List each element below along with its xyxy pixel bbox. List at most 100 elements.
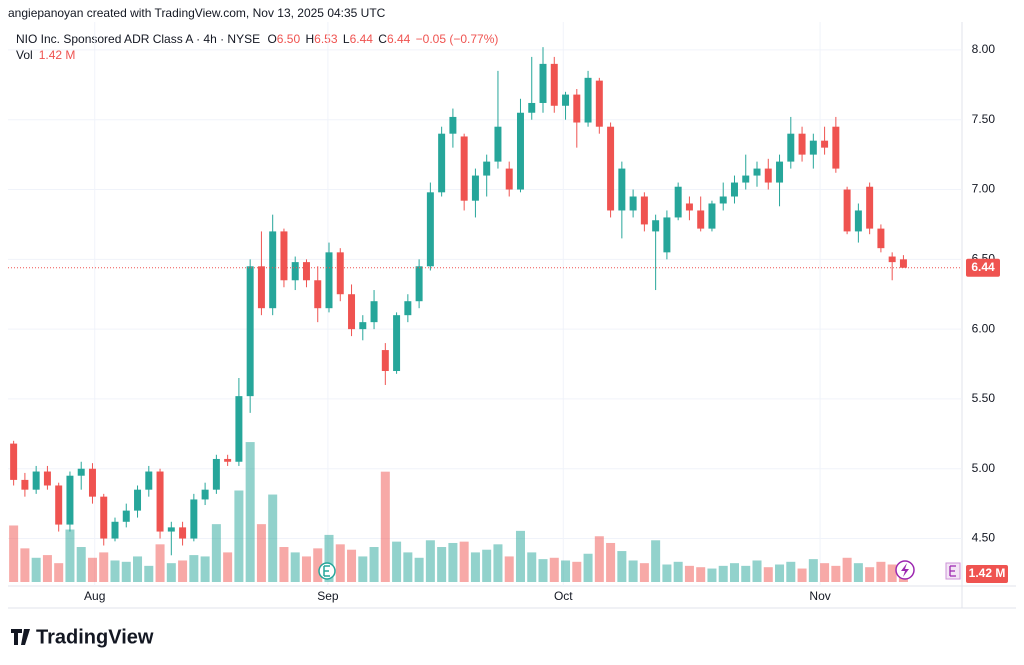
- volume-bar: [31, 557, 41, 582]
- candle-body: [246, 266, 254, 397]
- candle-body: [314, 280, 322, 309]
- volume-bar: [606, 542, 616, 582]
- y-tick-label: 7.50: [972, 112, 996, 126]
- candle-body: [685, 203, 693, 211]
- volume-bar: [831, 565, 841, 582]
- brand-logo: [11, 629, 30, 645]
- o-value: 6.50: [277, 32, 301, 46]
- y-tick-label: 5.00: [972, 461, 996, 475]
- h-label: H: [306, 32, 315, 46]
- volume-bar: [99, 552, 109, 582]
- candle-body: [550, 63, 558, 106]
- candle-body: [607, 126, 615, 211]
- volume-bar: [347, 549, 357, 582]
- symbol: NIO Inc. Sponsored ADR Class A · 4h · NY…: [16, 32, 260, 46]
- last-price-label: 6.44: [971, 260, 995, 274]
- candle-body: [10, 443, 18, 480]
- volume-bar: [853, 563, 863, 582]
- volume-bar: [144, 565, 154, 582]
- vol-value: 1.42 M: [39, 48, 76, 62]
- volume-bar: [65, 529, 75, 582]
- candle-body: [100, 496, 108, 539]
- volume-bar: [369, 547, 379, 582]
- candle-body: [381, 350, 389, 372]
- volume-bar: [121, 561, 131, 582]
- candle-body: [426, 192, 434, 267]
- candle-body: [494, 126, 502, 162]
- x-tick-label: Sep: [317, 589, 339, 603]
- volume-bar: [403, 552, 413, 582]
- volume-bar: [425, 540, 435, 582]
- candle-body: [742, 175, 750, 183]
- candle-body: [21, 479, 29, 490]
- candle-body: [505, 168, 513, 190]
- volume-bar: [200, 556, 210, 582]
- volume-bar: [459, 541, 469, 582]
- candle-body: [764, 168, 772, 183]
- candle-body: [224, 458, 232, 462]
- candle-body: [145, 471, 153, 490]
- candle-body: [483, 161, 491, 176]
- candle-body: [167, 527, 175, 532]
- candle-body: [573, 94, 581, 123]
- volume-bar: [358, 556, 368, 582]
- candle-body: [539, 63, 547, 103]
- candle-body: [348, 294, 356, 330]
- volume-bar: [515, 530, 525, 582]
- volume-bar: [493, 544, 503, 582]
- volume-bar: [76, 547, 86, 582]
- candle-body: [257, 266, 265, 309]
- candle-body: [528, 102, 536, 113]
- earnings-marker: [318, 562, 336, 580]
- candle-body: [393, 315, 401, 372]
- candle-body: [325, 252, 333, 309]
- volume-bar: [279, 547, 289, 582]
- volume-bar: [189, 555, 199, 582]
- candle-body: [877, 228, 885, 249]
- candle-body: [798, 133, 806, 155]
- volume-bar: [87, 557, 97, 582]
- volume-bar: [797, 568, 807, 582]
- volume-bar: [561, 560, 571, 582]
- volume-bar: [20, 548, 30, 582]
- volume-bar: [842, 557, 852, 582]
- candle-body: [843, 189, 851, 232]
- volume-bar: [696, 567, 706, 582]
- l-value: 6.44: [350, 32, 374, 46]
- volume-bar: [437, 547, 447, 582]
- volume-bar: [133, 556, 143, 582]
- volume-bar: [268, 494, 278, 582]
- candle-body: [866, 186, 874, 229]
- volume-bar: [662, 564, 672, 582]
- candle-body: [438, 133, 446, 193]
- volume-bar: [651, 540, 661, 582]
- candle-body: [302, 262, 310, 281]
- x-tick-label: Nov: [809, 589, 830, 603]
- volume-bar: [54, 563, 64, 582]
- candle-body: [821, 140, 829, 148]
- volume-bar: [245, 442, 255, 582]
- candle-body: [235, 396, 243, 462]
- change: −0.05 (−0.77%): [416, 32, 499, 46]
- volume-bar: [414, 557, 424, 582]
- candle-body: [359, 322, 367, 330]
- candle-body: [663, 217, 671, 253]
- candle-body: [595, 80, 603, 127]
- brand-name: TradingView: [36, 626, 154, 648]
- volume-bar: [741, 565, 751, 582]
- y-tick-label: 7.00: [972, 182, 996, 196]
- candle-body: [134, 489, 142, 511]
- brand: TradingView: [11, 626, 154, 648]
- legend: NIO Inc. Sponsored ADR Class A · 4h · NY…: [16, 32, 498, 62]
- candle-body: [212, 458, 220, 490]
- volume-bar: [718, 565, 728, 582]
- volume-bar: [178, 560, 188, 582]
- candle-body: [291, 262, 299, 281]
- h-value: 6.53: [314, 32, 338, 46]
- volume-bar: [865, 567, 875, 582]
- volume-bar: [684, 565, 694, 582]
- candle-body: [562, 94, 570, 106]
- volume-bar: [572, 561, 582, 582]
- volume-bar: [639, 563, 649, 582]
- volume-bar: [549, 557, 559, 582]
